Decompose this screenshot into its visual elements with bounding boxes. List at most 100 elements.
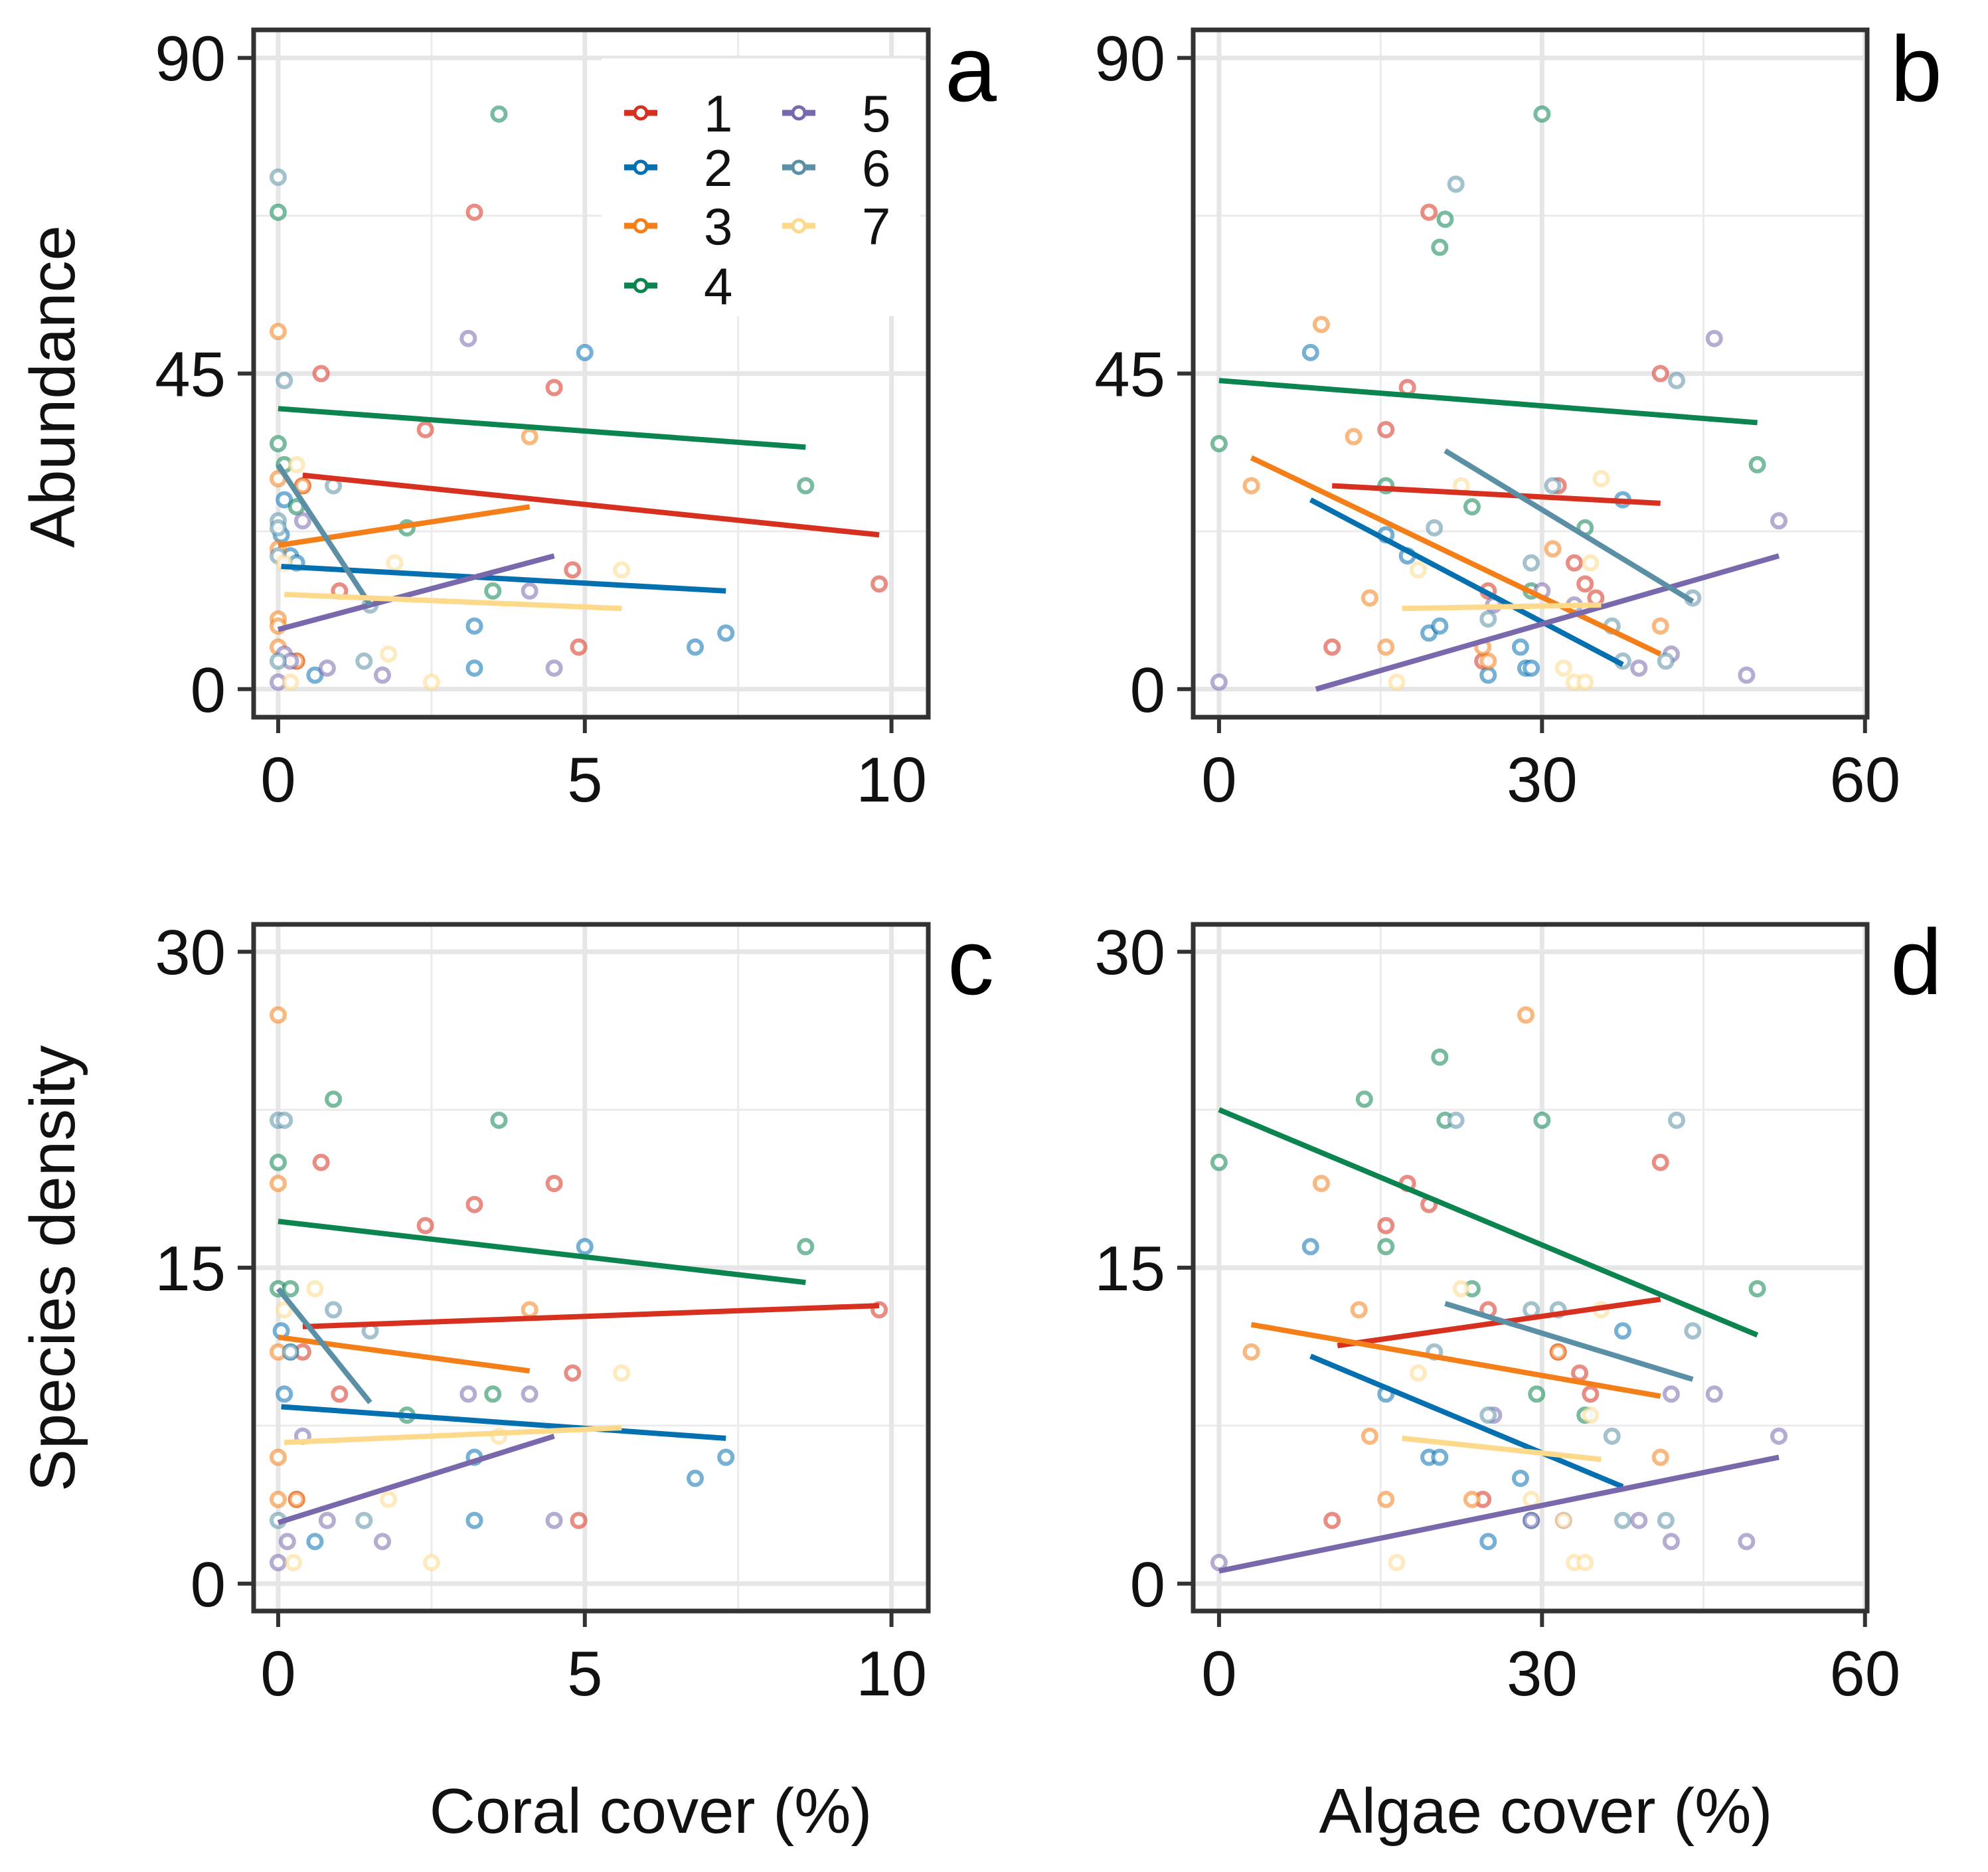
data-point-series-7	[306, 1280, 324, 1298]
data-point-series-4	[1210, 1153, 1228, 1171]
data-point-series-5	[459, 329, 477, 347]
y-tick-label: 0	[1130, 655, 1165, 726]
data-point-series-6	[1668, 372, 1686, 390]
panel-border	[1191, 27, 1870, 720]
data-point-series-7	[422, 1554, 440, 1572]
data-point-series-4	[282, 1280, 299, 1298]
fit-line-series-4	[1218, 378, 1758, 426]
legend-item-3: 3	[624, 197, 732, 256]
data-point-series-7	[1576, 1554, 1594, 1572]
data-point-series-2	[465, 617, 483, 635]
data-point-series-3	[1377, 1490, 1395, 1508]
x-tick-label: 30	[1507, 1638, 1578, 1709]
fit-line-series-2	[281, 563, 726, 594]
data-point-series-2	[717, 1448, 735, 1466]
x-tick-label: 60	[1829, 1638, 1900, 1709]
data-point-series-6	[1603, 1427, 1621, 1445]
data-point-series-7	[1409, 561, 1427, 579]
x-tick-label: 5	[567, 1638, 602, 1709]
data-point-series-4	[490, 1111, 508, 1129]
data-point-series-5	[1523, 1511, 1540, 1529]
data-point-series-5	[318, 1511, 336, 1529]
data-point-series-2	[1431, 617, 1449, 635]
data-point-series-6	[269, 168, 287, 186]
legend-label: 2	[704, 139, 732, 197]
data-point-series-7	[282, 673, 299, 691]
panel-border	[251, 27, 931, 720]
legend-label: 6	[862, 139, 890, 197]
data-point-series-3	[1350, 1301, 1368, 1319]
data-point-series-5	[1770, 1427, 1788, 1445]
fit-line-series-2	[1309, 497, 1624, 667]
data-point-series-2	[465, 1511, 483, 1529]
data-point-series-3	[1651, 1448, 1669, 1466]
data-point-series-3	[521, 428, 538, 446]
data-point-series-1	[465, 1195, 483, 1213]
legend-item-2: 2	[624, 139, 732, 197]
data-point-series-4	[1377, 1238, 1395, 1256]
data-point-series-5	[1738, 666, 1756, 684]
x-tick-label: 10	[856, 744, 927, 815]
legend-swatch-point	[633, 218, 649, 234]
data-point-series-7	[1409, 1364, 1427, 1382]
data-point-series-6	[1523, 554, 1540, 572]
data-point-series-2	[687, 638, 704, 656]
data-point-series-2	[1511, 638, 1529, 656]
x-tick-label: 10	[856, 1638, 927, 1709]
data-point-series-1	[1582, 1385, 1600, 1403]
x-axis-title-algae-cover: Algae cover (%)	[1319, 1776, 1773, 1847]
data-point-series-1	[312, 365, 330, 383]
fit-line-series-3	[278, 504, 531, 549]
data-point-series-3	[1312, 315, 1330, 333]
data-point-series-3	[1345, 428, 1363, 446]
data-point-series-3	[269, 1006, 287, 1024]
data-point-series-5	[373, 1533, 391, 1551]
fit-line-series-5	[277, 553, 555, 632]
data-point-series-7	[1576, 673, 1594, 691]
data-point-series-4	[1210, 435, 1228, 453]
data-point-series-4	[1528, 1385, 1546, 1403]
data-point-series-5	[1770, 512, 1788, 530]
fit-line-series-5	[277, 1433, 555, 1525]
x-tick-label: 30	[1507, 744, 1578, 815]
panel-d: 0 30 60 0 15 30 d	[1094, 910, 1942, 1709]
fit-line-series-3	[1250, 455, 1662, 657]
data-point-series-3	[269, 1448, 287, 1466]
data-point-series-4	[1533, 1111, 1551, 1129]
fit-line-series-6	[1444, 1301, 1694, 1382]
fit-line-series-2	[281, 1404, 726, 1441]
y-tick-label: 15	[1094, 1233, 1165, 1304]
data-point-series-4	[1748, 1280, 1766, 1298]
y-tick-label: 30	[1094, 917, 1165, 988]
data-point-series-6	[1657, 652, 1675, 670]
x-tick-label: 0	[260, 1638, 295, 1709]
y-tick-label: 90	[155, 23, 226, 94]
data-point-series-6	[1479, 1406, 1497, 1424]
data-point-series-2	[1523, 659, 1540, 677]
legend-swatch-point	[633, 278, 649, 294]
data-point-series-5	[1210, 673, 1228, 691]
data-point-series-1	[1651, 1153, 1669, 1171]
legend-item-6: 6	[782, 139, 890, 197]
data-point-series-3	[1242, 1343, 1260, 1361]
fit-line-series-6	[276, 463, 373, 607]
data-point-series-2	[465, 659, 483, 677]
data-point-series-6	[269, 519, 287, 537]
fit-line-series-7	[1402, 1435, 1602, 1462]
data-point-series-5	[545, 659, 563, 677]
data-point-series-2	[1301, 343, 1319, 361]
data-point-series-6	[355, 1511, 373, 1529]
data-point-series-3	[1651, 617, 1669, 635]
data-point-series-1	[1576, 575, 1594, 593]
x-axis-title-coral-cover: Coral cover (%)	[430, 1776, 872, 1847]
legend-label: 1	[704, 84, 732, 143]
fit-line-series-7	[284, 1425, 622, 1446]
data-point-series-7	[1388, 673, 1406, 691]
data-point-series-1	[1565, 554, 1583, 572]
data-point-series-4	[269, 203, 287, 221]
legend-swatch-point	[791, 105, 807, 121]
y-axis-title-abundance: Abundance	[17, 225, 88, 548]
data-point-series-6	[269, 652, 287, 670]
data-point-series-1	[1420, 203, 1438, 221]
